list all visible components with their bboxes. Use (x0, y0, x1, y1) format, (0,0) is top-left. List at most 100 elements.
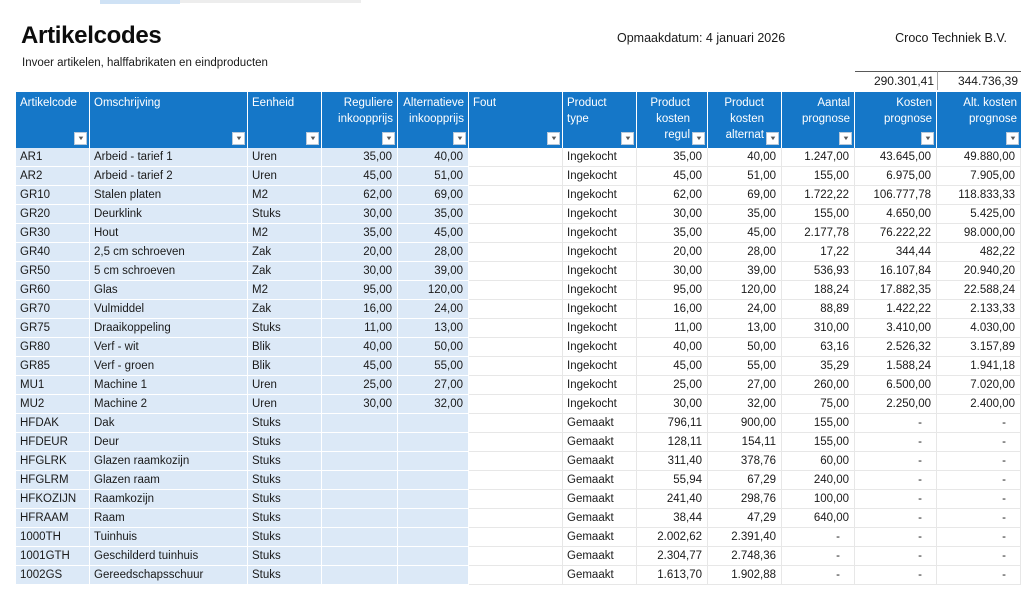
table-cell[interactable]: HFGLRK (16, 452, 90, 471)
table-cell[interactable] (322, 414, 398, 433)
total-alt-kosten-prognose-cell[interactable]: 344.736,39 (937, 71, 1021, 90)
table-cell[interactable]: Gemaakt (563, 452, 637, 471)
table-cell[interactable] (322, 452, 398, 471)
table-cell[interactable]: 1002GS (16, 566, 90, 585)
table-cell[interactable]: Tuinhuis (90, 528, 248, 547)
table-cell[interactable] (469, 338, 563, 357)
table-cell[interactable]: M2 (248, 224, 322, 243)
table-cell[interactable]: - (937, 452, 1021, 471)
table-cell[interactable]: HFDEUR (16, 433, 90, 452)
table-cell[interactable]: Stuks (248, 433, 322, 452)
table-cell[interactable]: - (855, 566, 937, 585)
table-cell[interactable] (322, 566, 398, 585)
total-kosten-prognose-cell[interactable]: 290.301,41 (855, 71, 937, 90)
table-cell[interactable]: 30,00 (637, 395, 708, 414)
table-cell[interactable]: 13,00 (708, 319, 782, 338)
table-cell[interactable]: Gemaakt (563, 528, 637, 547)
table-cell[interactable]: - (937, 547, 1021, 566)
table-cell[interactable]: 240,00 (782, 471, 855, 490)
table-cell[interactable]: Gemaakt (563, 566, 637, 585)
table-cell[interactable] (469, 490, 563, 509)
table-cell[interactable] (322, 471, 398, 490)
table-cell[interactable] (469, 243, 563, 262)
table-cell[interactable]: Ingekocht (563, 395, 637, 414)
table-cell[interactable]: GR20 (16, 205, 90, 224)
table-cell[interactable]: Arbeid - tarief 2 (90, 167, 248, 186)
table-cell[interactable]: Stuks (248, 528, 322, 547)
table-cell[interactable]: 1.902,88 (708, 566, 782, 585)
table-cell[interactable] (469, 395, 563, 414)
table-cell[interactable]: Ingekocht (563, 300, 637, 319)
table-cell[interactable]: Deurklink (90, 205, 248, 224)
table-cell[interactable]: 4.650,00 (855, 205, 937, 224)
table-cell[interactable]: 76.222,22 (855, 224, 937, 243)
table-cell[interactable]: Uren (248, 395, 322, 414)
table-cell[interactable]: 1.588,24 (855, 357, 937, 376)
table-cell[interactable]: 69,00 (708, 186, 782, 205)
table-cell[interactable]: 155,00 (782, 433, 855, 452)
table-cell[interactable]: 2.391,40 (708, 528, 782, 547)
table-cell[interactable]: 30,00 (322, 262, 398, 281)
table-cell[interactable]: 2.002,62 (637, 528, 708, 547)
table-cell[interactable]: Machine 1 (90, 376, 248, 395)
table-cell[interactable]: 7.905,00 (937, 167, 1021, 186)
table-cell[interactable]: Ingekocht (563, 281, 637, 300)
table-cell[interactable]: GR60 (16, 281, 90, 300)
table-cell[interactable]: 35,00 (637, 148, 708, 167)
table-cell[interactable]: 310,00 (782, 319, 855, 338)
table-cell[interactable]: Gemaakt (563, 471, 637, 490)
table-cell[interactable]: 344,44 (855, 243, 937, 262)
table-cell[interactable]: - (937, 490, 1021, 509)
table-cell[interactable]: 95,00 (637, 281, 708, 300)
table-cell[interactable]: M2 (248, 281, 322, 300)
table-cell[interactable]: Ingekocht (563, 243, 637, 262)
table-cell[interactable]: - (937, 528, 1021, 547)
table-cell[interactable]: 6.975,00 (855, 167, 937, 186)
table-cell[interactable]: 35,00 (637, 224, 708, 243)
table-cell[interactable] (469, 319, 563, 338)
table-cell[interactable]: Draaikoppeling (90, 319, 248, 338)
table-cell[interactable] (398, 414, 469, 433)
filter-dropdown-button[interactable]: ▼ (453, 132, 466, 145)
table-cell[interactable]: 32,00 (708, 395, 782, 414)
table-cell[interactable]: - (855, 471, 937, 490)
table-cell[interactable]: 55,00 (708, 357, 782, 376)
table-cell[interactable]: HFGLRM (16, 471, 90, 490)
table-cell[interactable]: 50,00 (708, 338, 782, 357)
table-cell[interactable]: 39,00 (708, 262, 782, 281)
table-cell[interactable]: Stuks (248, 566, 322, 585)
table-cell[interactable]: 95,00 (322, 281, 398, 300)
table-cell[interactable]: - (782, 547, 855, 566)
table-cell[interactable]: - (855, 509, 937, 528)
table-cell[interactable] (469, 224, 563, 243)
table-cell[interactable] (469, 300, 563, 319)
table-cell[interactable]: 67,29 (708, 471, 782, 490)
table-cell[interactable]: - (855, 528, 937, 547)
filter-dropdown-button[interactable]: ▼ (1006, 132, 1019, 145)
table-cell[interactable] (469, 452, 563, 471)
filter-dropdown-button[interactable]: ▼ (547, 132, 560, 145)
table-cell[interactable]: 16,00 (322, 300, 398, 319)
table-cell[interactable]: - (937, 471, 1021, 490)
table-cell[interactable]: GR70 (16, 300, 90, 319)
table-cell[interactable]: 55,00 (398, 357, 469, 376)
table-cell[interactable]: Vulmiddel (90, 300, 248, 319)
table-cell[interactable]: Glazen raam (90, 471, 248, 490)
table-cell[interactable]: 155,00 (782, 205, 855, 224)
table-cell[interactable]: 45,00 (322, 357, 398, 376)
table-cell[interactable]: 378,76 (708, 452, 782, 471)
table-cell[interactable]: GR50 (16, 262, 90, 281)
table-cell[interactable]: Zak (248, 262, 322, 281)
table-cell[interactable]: Machine 2 (90, 395, 248, 414)
table-cell[interactable]: Stuks (248, 414, 322, 433)
table-cell[interactable]: 28,00 (398, 243, 469, 262)
table-cell[interactable]: Stuks (248, 490, 322, 509)
table-cell[interactable]: Stuks (248, 471, 322, 490)
table-cell[interactable]: 30,00 (637, 205, 708, 224)
table-cell[interactable]: Ingekocht (563, 338, 637, 357)
table-cell[interactable]: 51,00 (708, 167, 782, 186)
table-cell[interactable]: 25,00 (637, 376, 708, 395)
table-cell[interactable] (469, 547, 563, 566)
table-cell[interactable]: 62,00 (637, 186, 708, 205)
table-cell[interactable] (469, 262, 563, 281)
